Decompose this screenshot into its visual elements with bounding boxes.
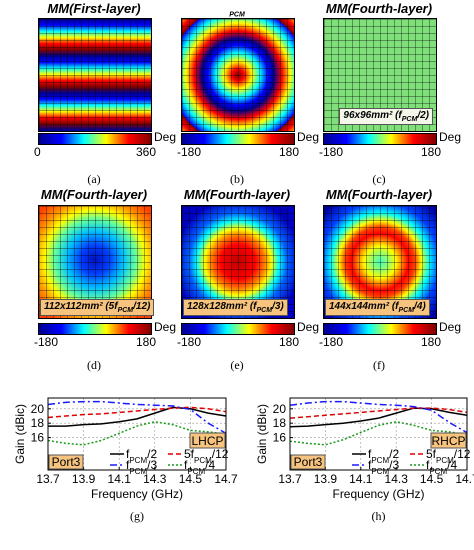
x-tick-label: 13.7 [36,472,60,486]
polarization-label: LHCP [191,434,223,448]
heatmap [38,18,152,132]
y-tick-label: 16 [273,431,287,445]
series-line [289,420,468,446]
series-line [47,406,227,419]
colorbar [181,323,295,335]
colorbar-tick-label: -180 [34,335,59,349]
x-tick-label: 14.3 [143,472,167,486]
panel-caption: (a) [87,172,101,186]
heatmap: 112x112mm² (5fPCM/12) [38,205,155,319]
port-box [290,454,326,470]
panel-caption: (d) [87,358,101,372]
annotation-box [430,432,467,449]
x-tick-label: 14.5 [420,472,444,486]
colorbar-tick-label: -180 [319,145,344,159]
x-tick-label: 14.7 [214,472,238,486]
x-tick-label: 14.7 [455,472,474,486]
x-tick-label: 13.9 [72,472,96,486]
cell-grid [182,19,294,131]
port-box [48,454,84,470]
plot-frame [47,397,227,471]
x-tick-label: 14.5 [179,472,203,486]
size-label: 144x144mm² (fPCM/4) [325,299,430,316]
plot-frame [289,397,468,471]
x-tick-label: 13.9 [314,472,338,486]
colorbar-unit: Deg [439,130,462,144]
colorbar-tick-label: 0 [34,145,41,159]
x-axis-label: Frequency (GHz) [91,487,183,501]
panel-title: MM(Fourth-layer) [183,187,291,202]
colorbar-unit: Deg [439,320,462,334]
colorbar [38,133,152,145]
y-tick-label: 20 [273,402,287,416]
size-label: 112x112mm² (5fPCM/12) [40,299,155,316]
y-axis-label: Gain (dBic) [13,404,27,464]
port-label: Port3 [294,455,323,469]
heatmap: 96x96mm² (fPCM/2) [323,18,437,132]
colorbar-tick-label: -180 [319,335,344,349]
x-tick-label: 14.1 [108,472,132,486]
panel-caption: (c) [372,172,386,186]
series-line [289,407,468,428]
panel-title: MM(Fourth-layer) [40,187,148,202]
panel-caption: (e) [230,358,244,372]
panel-title: MM(Fourth-layer) [325,187,433,202]
series-line [48,406,227,427]
colorbar-tick-label: 180 [279,145,300,159]
colorbar-unit: Deg [154,130,177,144]
colorbar [323,133,437,145]
colorbar-unit: Deg [297,320,320,334]
panel-caption: (b) [230,172,244,186]
series-line [289,407,468,419]
series-line [47,420,227,446]
colorbar-tick-label: -180 [177,335,202,349]
x-tick-label: 14.1 [349,472,373,486]
y-tick-label: 18 [31,416,45,430]
panel-caption: (f) [373,358,385,372]
series-line [289,400,468,434]
colorbar [181,133,295,145]
annotation-box [189,432,226,449]
size-label: 128x128mm² (fPCM/3) [183,299,288,316]
heatmap: 128x128mm² (fPCM/3) [181,205,295,319]
colorbar-tick-label: 180 [421,335,442,349]
x-axis-label: Frequency (GHz) [332,487,424,501]
colorbar-tick-label: 180 [279,335,300,349]
colorbar-tick-label: -180 [177,145,202,159]
x-tick-label: 13.7 [278,472,302,486]
port-label: Port3 [52,455,81,469]
heatmap: 144x144mm² (fPCM/4) [323,205,437,319]
y-tick-label: 18 [273,416,287,430]
colorbar-unit: Deg [154,320,177,334]
polarization-label: RHCP [431,434,465,448]
y-axis-label: Gain (dBic) [255,404,269,464]
x-tick-label: 14.3 [385,472,409,486]
chart-caption: (g) [130,509,144,523]
colorbar-tick-label: 180 [136,335,157,349]
y-tick-label: 16 [31,431,45,445]
series-line [47,400,227,434]
panel-title: MM(Fourth-layer) [325,1,433,16]
colorbar-unit: Deg [297,130,320,144]
colorbar-tick-label: 360 [136,145,157,159]
chart-caption: (h) [372,509,386,523]
panel-title: MM(First-layer) [47,1,141,16]
heatmap [181,18,295,132]
cell-grid [39,19,151,131]
panel-title: PCM [229,11,245,19]
colorbar-tick-label: 180 [421,145,442,159]
colorbar [323,323,437,335]
size-label: 96x96mm² (fPCM/2) [339,108,433,125]
y-tick-label: 20 [31,402,45,416]
colorbar [38,323,152,335]
